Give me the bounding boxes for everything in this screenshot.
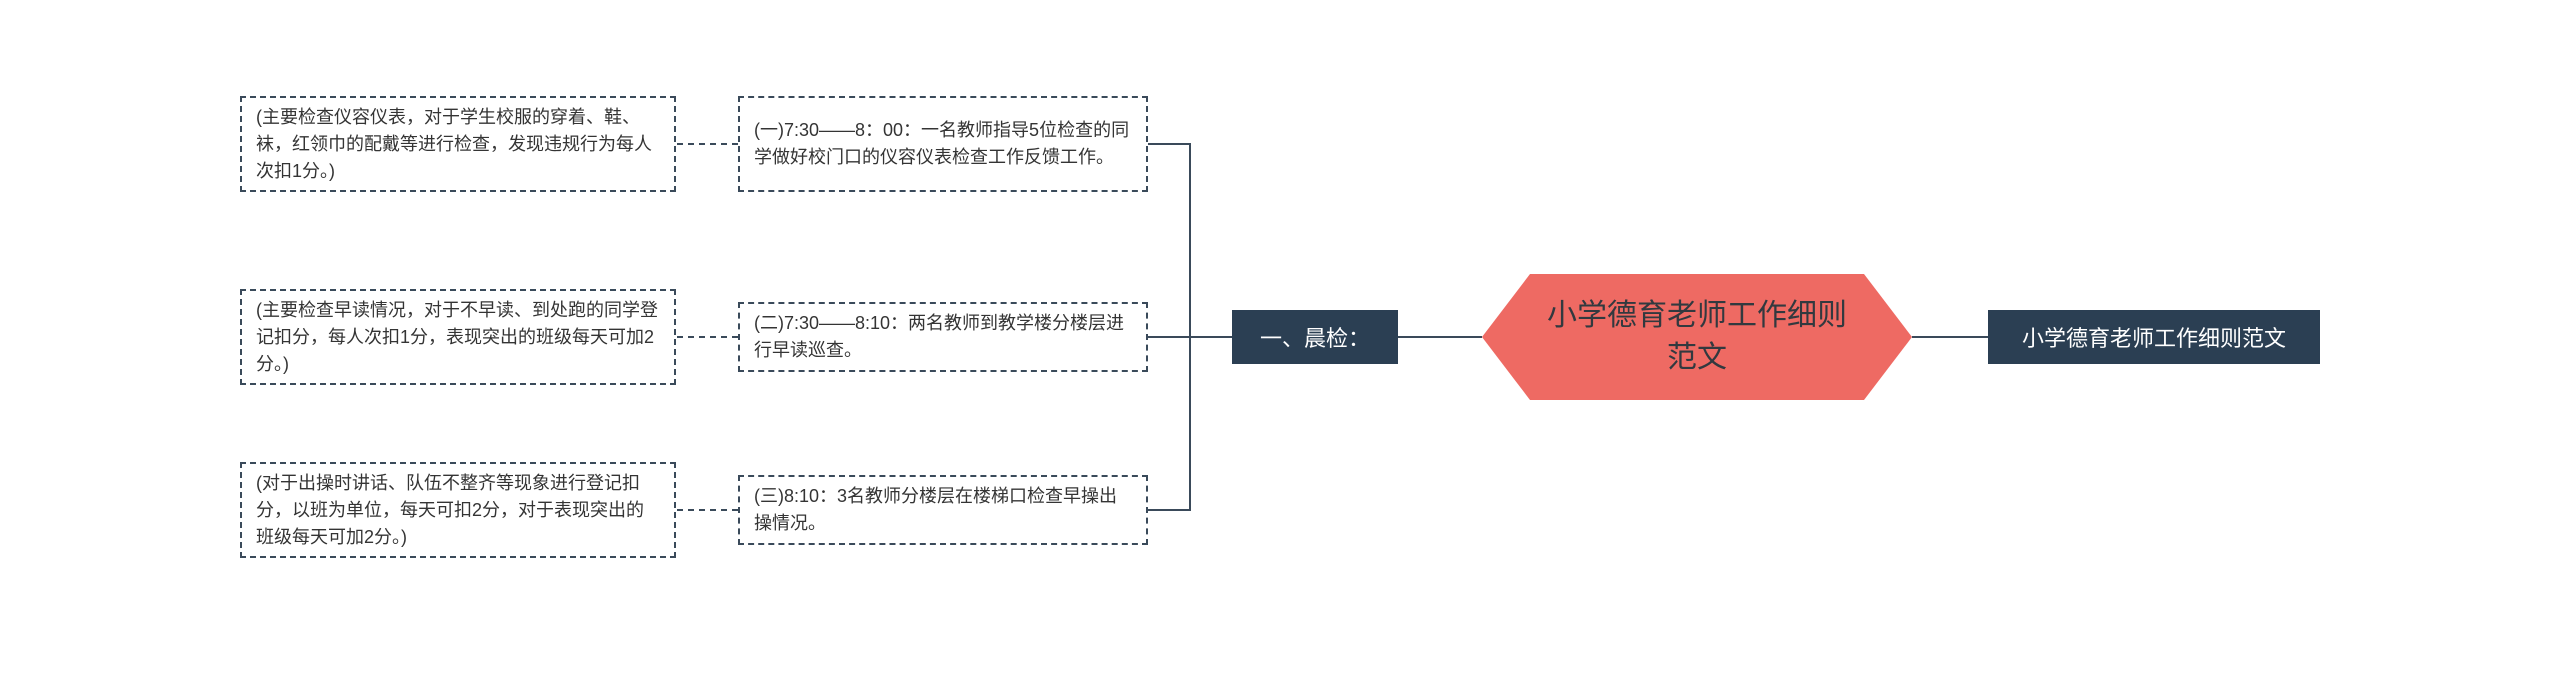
mid-node-2: (二)7:30——8:10：两名教师到教学楼分楼层进行早读巡查。 [738, 302, 1148, 372]
leaf-node-2: (主要检查早读情况，对于不早读、到处跑的同学登记扣分，每人次扣1分，表现突出的班… [240, 289, 676, 385]
mid-text-2: (二)7:30——8:10：两名教师到教学楼分楼层进行早读巡查。 [754, 310, 1132, 364]
right-node: 小学德育老师工作细则范文 [1988, 310, 2320, 364]
left-root-text: 一、晨检： [1260, 321, 1370, 353]
center-text: 小学德育老师工作细则范文 [1540, 295, 1854, 379]
leaf-text-3: (对于出操时讲话、队伍不整齐等现象进行登记扣分，以班为单位，每天可扣2分，对于表… [256, 470, 660, 551]
leaf-text-1: (主要检查仪容仪表，对于学生校服的穿着、鞋、袜，红领巾的配戴等进行检查，发现违规… [256, 104, 660, 185]
center-node: 小学德育老师工作细则范文 [1482, 274, 1912, 400]
mid-text-3: (三)8:10：3名教师分楼层在楼梯口检查早操出操情况。 [754, 483, 1132, 537]
mid-node-1: (一)7:30——8：00：一名教师指导5位检查的同学做好校门口的仪容仪表检查工… [738, 96, 1148, 192]
mid-text-1: (一)7:30——8：00：一名教师指导5位检查的同学做好校门口的仪容仪表检查工… [754, 117, 1132, 171]
left-root-node: 一、晨检： [1232, 310, 1398, 364]
leaf-node-3: (对于出操时讲话、队伍不整齐等现象进行登记扣分，以班为单位，每天可扣2分，对于表… [240, 462, 676, 558]
leaf-text-2: (主要检查早读情况，对于不早读、到处跑的同学登记扣分，每人次扣1分，表现突出的班… [256, 297, 660, 378]
right-text: 小学德育老师工作细则范文 [2022, 321, 2286, 353]
leaf-node-1: (主要检查仪容仪表，对于学生校服的穿着、鞋、袜，红领巾的配戴等进行检查，发现违规… [240, 96, 676, 192]
mid-node-3: (三)8:10：3名教师分楼层在楼梯口检查早操出操情况。 [738, 475, 1148, 545]
